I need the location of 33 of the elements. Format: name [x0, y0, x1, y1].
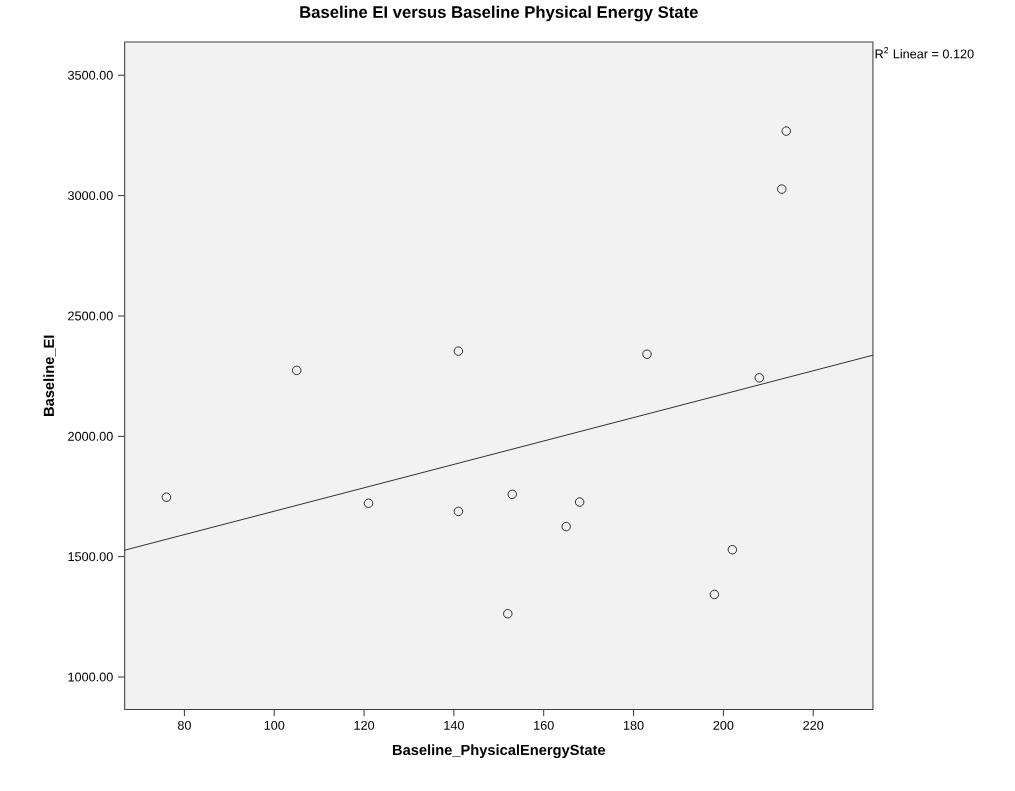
- x-axis-title: Baseline_PhysicalEnergyState: [392, 744, 606, 759]
- x-tick-label: 180: [623, 720, 644, 730]
- chart-title: Baseline EI versus Baseline Physical Energy State: [300, 5, 698, 22]
- point: [727, 545, 738, 555]
- point: [574, 497, 585, 507]
- point: [709, 589, 720, 600]
- point: [642, 349, 652, 359]
- text: R$^{2}$ Linear = 0.120: [875, 46, 974, 59]
- x-tick-label: 100: [264, 720, 285, 730]
- point: [754, 373, 764, 383]
- y-tick-label: 1500.00: [68, 552, 113, 562]
- point: [781, 126, 791, 136]
- point: [161, 492, 172, 502]
- point: [777, 184, 787, 194]
- y-tick-label: 3000.00: [67, 191, 113, 201]
- y-tick-label: 1000.00: [68, 672, 113, 682]
- x-tick-label: 200: [713, 720, 734, 730]
- point: [503, 609, 513, 619]
- y-tick-label: 2500.00: [68, 311, 113, 321]
- point: [292, 365, 302, 376]
- x-tick-label: 80: [177, 720, 191, 730]
- point: [363, 498, 374, 508]
- y-axis-title: Baseline_EI: [43, 335, 56, 416]
- point: [453, 506, 464, 517]
- point: [561, 521, 571, 532]
- y-tick-label: 2000.00: [68, 431, 113, 441]
- point: [507, 489, 517, 499]
- x-tick-label: 120: [354, 720, 375, 730]
- x-tick-label: 160: [534, 720, 554, 730]
- x-tick-label: 140: [444, 720, 464, 730]
- y-tick-label: 3500.00: [67, 70, 113, 80]
- x-tick-label: 220: [803, 720, 824, 730]
- point: [453, 346, 464, 356]
